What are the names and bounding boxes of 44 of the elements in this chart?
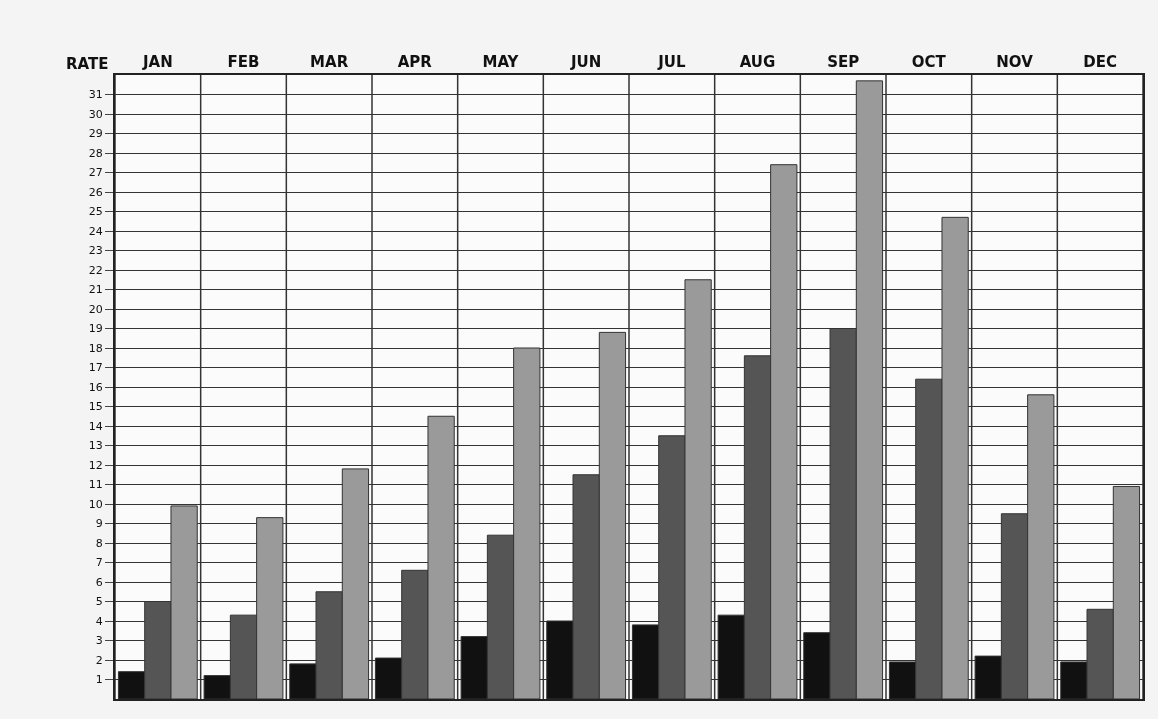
y-tick-label: 7 — [95, 556, 103, 570]
y-tick-label: 24 — [88, 224, 103, 238]
y-axis-title: RATE — [66, 55, 109, 73]
y-tick-label: 29 — [88, 127, 103, 141]
x-tick-label: JUL — [657, 53, 686, 71]
y-tick-label: 28 — [88, 146, 103, 160]
y-tick-label: 14 — [88, 419, 103, 433]
x-tick-label: AUG — [739, 53, 776, 71]
x-tick-label: APR — [397, 53, 433, 71]
x-tick-label: OCT — [911, 53, 947, 71]
y-tick-label: 31 — [88, 88, 103, 102]
y-tick-label: 15 — [88, 400, 103, 414]
y-tick-label: 1 — [95, 673, 103, 687]
y-tick-label: 9 — [95, 517, 103, 531]
y-tick-label: 2 — [95, 653, 103, 667]
y-tick-label: 27 — [88, 166, 103, 180]
y-tick-label: 21 — [88, 283, 103, 297]
y-tick-label: 10 — [88, 497, 103, 511]
x-tick-label: FEB — [227, 53, 260, 71]
y-tick-label: 26 — [88, 185, 103, 199]
y-tick-label: 25 — [88, 205, 103, 219]
y-tick-label: 5 — [95, 595, 103, 609]
y-tick-label: 30 — [88, 107, 103, 121]
y-tick-label: 8 — [95, 536, 103, 550]
y-tick-label: 11 — [88, 478, 103, 492]
y-tick-label: 22 — [88, 263, 103, 277]
y-tick-label: 18 — [88, 341, 103, 355]
y-tick-label: 16 — [88, 380, 103, 394]
x-tick-label: NOV — [996, 53, 1034, 71]
y-tick-label: 3 — [95, 634, 103, 648]
x-tick-label: MAR — [310, 53, 349, 71]
x-tick-label: JUN — [570, 53, 602, 71]
x-tick-label: DEC — [1083, 53, 1118, 71]
y-tick-label: 6 — [95, 575, 103, 589]
y-tick-label: 23 — [88, 244, 103, 258]
y-tick-label: 17 — [88, 361, 103, 375]
x-tick-label: MAY — [482, 53, 520, 71]
y-tick-label: 4 — [95, 614, 103, 628]
y-tick-label: 19 — [88, 322, 103, 336]
x-tick-label: SEP — [827, 53, 860, 71]
x-tick-label: JAN — [141, 53, 173, 71]
y-tick-label: 13 — [88, 439, 103, 453]
y-tick-label: 12 — [88, 458, 103, 472]
y-tick-label: 20 — [88, 302, 103, 316]
